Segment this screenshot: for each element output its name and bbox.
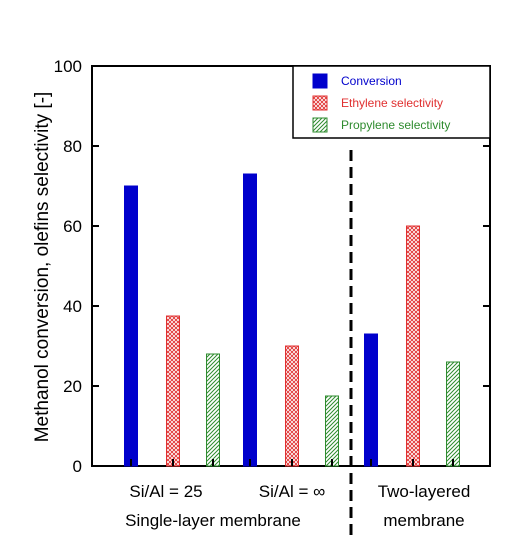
y-axis-title: Methanol conversion, olefins selectivity… <box>32 92 53 443</box>
bar-1-1 <box>285 345 299 467</box>
legend-label-2: Propylene selectivity <box>341 118 450 132</box>
bar-1-0 <box>166 315 180 467</box>
legend-label-0: Conversion <box>341 74 402 88</box>
legend-swatch-1 <box>312 95 328 111</box>
bar-0-0 <box>124 185 138 467</box>
x-axis-ticks <box>130 459 454 466</box>
y-tick-label-1: 20 <box>63 377 82 396</box>
bar-2-1 <box>325 395 339 467</box>
y-tick-label-5: 100 <box>54 57 82 76</box>
group-label-si-al-infinity: Si/Al = ∞ <box>259 482 325 501</box>
bars-layer <box>124 173 460 467</box>
y-tick-label-0: 0 <box>73 457 82 476</box>
y-tick-label-2: 40 <box>63 297 82 316</box>
group-label-si-al-25: Si/Al = 25 <box>129 482 202 501</box>
bar-2-2 <box>446 361 460 467</box>
legend: Conversion Ethylene selectivity Propylene … <box>292 65 491 139</box>
bar-0-1 <box>243 173 257 467</box>
single-layer-caption: Single-layer membrane <box>125 511 301 530</box>
y-axis: 0 20 40 60 80 100 <box>54 57 490 476</box>
bar-1-2 <box>406 225 420 467</box>
bar-0-2 <box>364 333 378 467</box>
two-layered-label-line2: membrane <box>383 511 464 530</box>
legend-swatch-2 <box>312 117 328 133</box>
two-layered-label-line1: Two-layered <box>378 482 471 501</box>
bar-2-0 <box>206 353 220 467</box>
y-tick-label-4: 80 <box>63 137 82 156</box>
legend-label-1: Ethylene selectivity <box>341 96 443 110</box>
legend-swatch-0 <box>312 73 328 89</box>
y-tick-label-3: 60 <box>63 217 82 236</box>
